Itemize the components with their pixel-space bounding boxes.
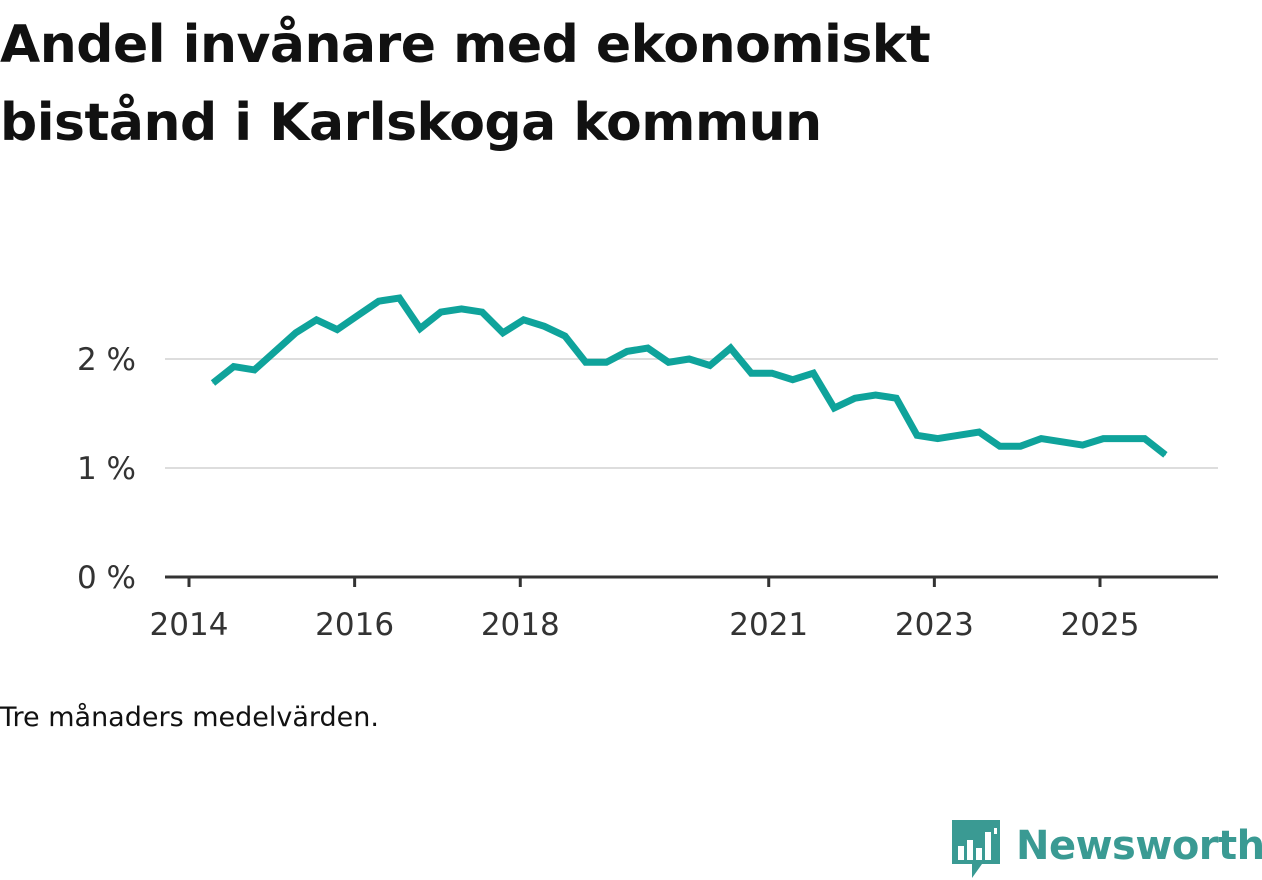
y-tick-label: 2 % — [77, 342, 136, 378]
data-point — [854, 397, 856, 399]
data-point — [398, 297, 400, 299]
data-point — [1061, 441, 1063, 443]
data-point — [709, 365, 711, 366]
data-point — [1020, 445, 1021, 447]
data-point — [585, 361, 587, 363]
data-point — [253, 369, 255, 371]
x-tick-label: 2016 — [315, 607, 394, 643]
data-point — [564, 335, 566, 337]
data-point — [378, 300, 380, 302]
data-point — [1040, 438, 1042, 440]
x-axis: 2014 2016 2018 2021 2023 2025 — [150, 575, 1218, 643]
data-point — [668, 361, 669, 363]
data-point — [605, 361, 607, 363]
data-point — [1082, 444, 1084, 446]
data-point — [481, 311, 483, 313]
data-point — [461, 308, 462, 310]
data-point — [1123, 438, 1125, 440]
gridlines — [165, 358, 1218, 469]
data-point — [1102, 438, 1104, 440]
data-point — [916, 434, 918, 436]
data-point — [336, 329, 338, 331]
data-point — [875, 394, 877, 396]
series-line-0 — [210, 294, 1168, 458]
x-tick-label: 2018 — [481, 607, 560, 643]
data-point — [274, 350, 276, 352]
data-point — [295, 332, 297, 334]
data-point — [771, 372, 773, 374]
x-tick-label: 2014 — [150, 607, 229, 643]
line-chart: 0 % 1 % 2 % 2014 2016 2018 2021 2023 2025 — [77, 294, 1218, 643]
data-point — [750, 372, 752, 374]
data-point — [1144, 438, 1146, 440]
data-point — [316, 319, 317, 321]
chart-caption: Tre månaders medelvärden. — [0, 702, 379, 733]
data-point — [999, 445, 1001, 447]
y-tick-label: 1 % — [77, 451, 136, 487]
data-point — [895, 397, 897, 399]
data-point — [957, 434, 959, 436]
data-point — [543, 325, 545, 327]
data-point — [1164, 454, 1166, 456]
y-tick-labels: 0 % 1 % 2 % — [77, 342, 136, 596]
data-point — [212, 382, 214, 384]
data-point — [978, 431, 980, 433]
series-lines — [210, 294, 1168, 458]
chart-title: Andel invånare med ekonomiskt bistånd i … — [0, 15, 931, 153]
data-point — [233, 366, 235, 368]
data-point — [688, 358, 690, 360]
data-point — [523, 319, 525, 321]
x-tick-label: 2021 — [729, 607, 808, 643]
data-point — [502, 332, 504, 334]
data-point — [937, 438, 939, 440]
x-tick-label: 2025 — [1061, 607, 1140, 643]
brand-name: Newsworthy — [1016, 823, 1262, 869]
data-point — [792, 379, 794, 381]
data-point — [626, 350, 628, 352]
data-point — [730, 347, 732, 349]
y-tick-label: 0 % — [77, 560, 136, 596]
data-point — [833, 407, 835, 409]
data-point — [419, 328, 421, 329]
newsworthy-logo-icon — [952, 820, 1000, 878]
data-point — [357, 314, 359, 316]
x-tick-label: 2023 — [895, 607, 974, 643]
data-point — [647, 347, 649, 349]
data-point — [812, 372, 814, 374]
data-point — [440, 311, 442, 313]
newsworthy-brand: Newsworthy — [950, 818, 1262, 880]
